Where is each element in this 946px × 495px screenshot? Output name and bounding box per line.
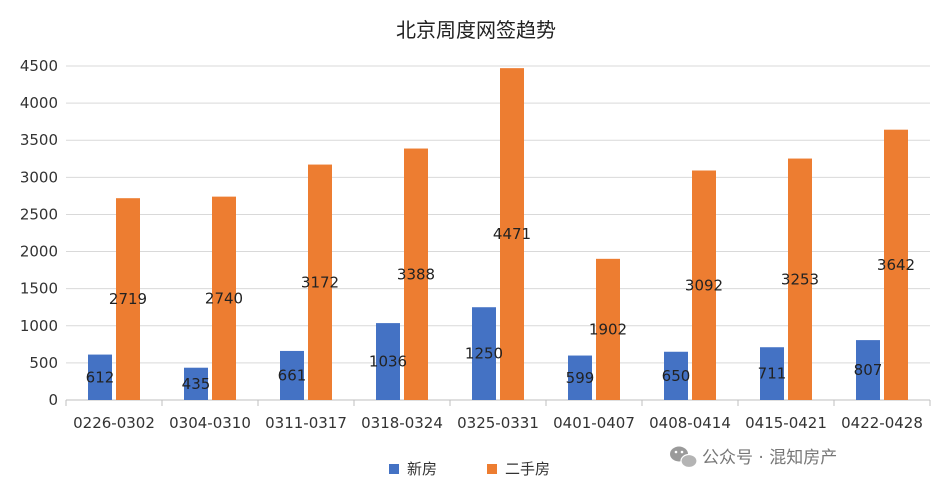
resale-home-bar [788, 158, 812, 400]
x-axis: 0226-0302 0304-0310 0311-0317 0318-0324 0325… [65, 399, 931, 432]
y-tick-label: 3500 [20, 131, 58, 149]
resale-home-bar [596, 258, 620, 400]
y-tick-label: 4500 [20, 57, 58, 75]
x-tick-label: 0311-0317 [265, 414, 347, 432]
legend-label: 二手房 [505, 460, 550, 478]
new-home-bar [184, 367, 208, 400]
data-label: 4471 [493, 225, 531, 243]
data-label: 807 [854, 361, 883, 379]
y-tick-label: 500 [29, 354, 58, 372]
y-tick-label: 2000 [20, 243, 58, 261]
resale-home-bar [116, 198, 140, 400]
resale-home-bar [404, 148, 428, 400]
data-label: 3172 [301, 273, 339, 291]
x-tick-label: 0415-0421 [745, 414, 827, 432]
data-label: 661 [278, 366, 307, 384]
data-label: 3642 [877, 256, 915, 274]
y-tick-label: 1000 [20, 317, 58, 335]
bars [88, 68, 908, 401]
x-tick-label: 0318-0324 [361, 414, 443, 432]
watermark: 公众号 · 混知房产 [670, 446, 837, 469]
data-label: 2740 [205, 289, 243, 307]
resale-home-bar [692, 170, 716, 400]
new-home-bar [376, 323, 400, 400]
chart-title: 北京周度网签趋势 [396, 18, 556, 42]
x-tick-label: 0304-0310 [169, 414, 251, 432]
data-label: 2719 [109, 290, 147, 308]
y-axis: 0 500 1000 1500 2000 2500 3000 3500 4000 4500 [20, 57, 58, 409]
y-tick-label: 2500 [20, 205, 58, 223]
legend-label: 新房 [407, 460, 437, 478]
data-label: 3388 [397, 265, 435, 283]
resale-home-bar [884, 129, 908, 400]
data-label: 650 [662, 367, 691, 385]
y-tick-label: 0 [48, 391, 58, 409]
resale-home-bar [308, 164, 332, 400]
wechat-icon [670, 446, 698, 469]
x-tick-label: 0422-0428 [841, 414, 923, 432]
data-label: 1902 [589, 320, 627, 338]
legend: 新房 二手房 [389, 460, 550, 478]
data-label: 1250 [465, 345, 503, 363]
x-tick-label: 0408-0414 [649, 414, 731, 432]
new-home-bar [856, 340, 880, 400]
legend-swatch [487, 464, 497, 474]
y-tick-label: 3000 [20, 168, 58, 186]
new-home-bar [280, 350, 304, 400]
data-label: 612 [86, 368, 115, 386]
data-label: 3253 [781, 270, 819, 288]
y-tick-label: 4000 [20, 94, 58, 112]
new-home-bar [472, 307, 496, 400]
new-home-bar [664, 351, 688, 400]
watermark-text: 公众号 · 混知房产 [702, 448, 837, 468]
x-tick-label: 0401-0407 [553, 414, 635, 432]
data-label: 3092 [685, 276, 723, 294]
legend-swatch [389, 464, 399, 474]
new-home-bar [760, 347, 784, 400]
x-tick-label: 0226-0302 [73, 414, 155, 432]
new-home-bar [88, 354, 112, 400]
new-home-bar [568, 355, 592, 400]
resale-home-bar [500, 68, 524, 401]
data-label: 711 [758, 365, 787, 383]
data-label: 435 [182, 375, 211, 393]
data-label: 1036 [369, 353, 407, 371]
gridlines [66, 65, 930, 364]
y-tick-label: 1500 [20, 280, 58, 298]
resale-home-bar [212, 196, 236, 400]
x-tick-label: 0325-0331 [457, 414, 539, 432]
data-label: 599 [566, 369, 595, 387]
data-labels: 612 435 661 1036 1250 599 650 711 807 2719 2740 317… [86, 225, 915, 393]
